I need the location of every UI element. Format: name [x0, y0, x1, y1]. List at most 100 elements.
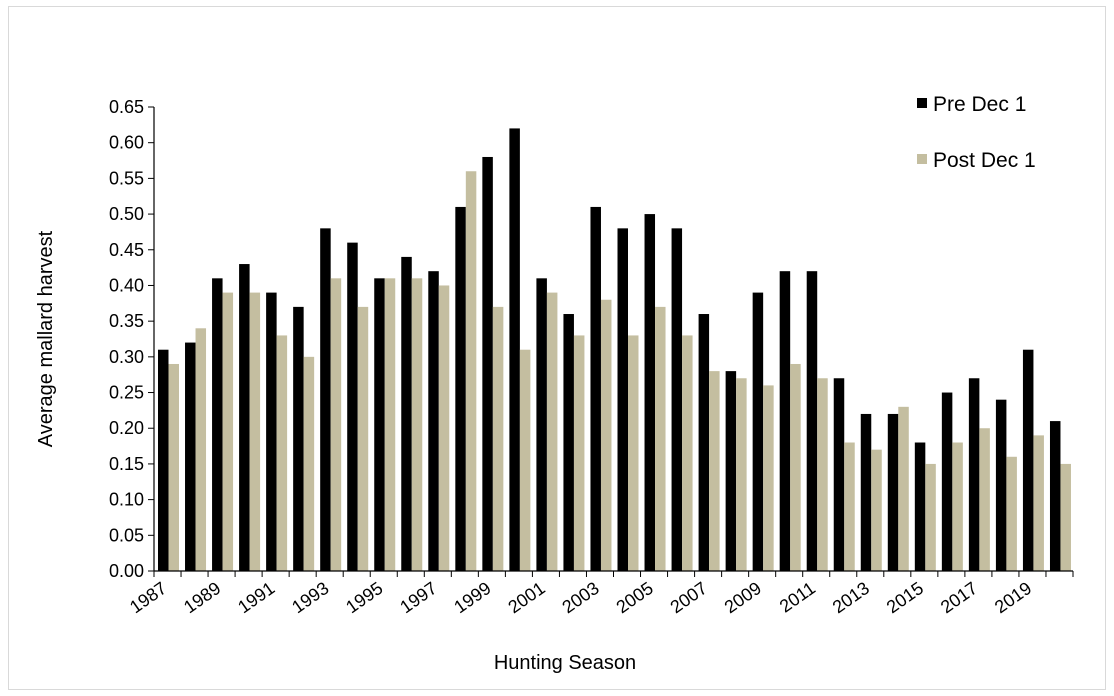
bar-post-1988	[195, 328, 207, 571]
bar-pre-2017	[968, 378, 980, 571]
bar-pre-2018	[995, 399, 1007, 571]
bar-pre-1996	[401, 256, 412, 571]
y-tick-label: 0.30	[109, 347, 144, 367]
x-tick-label: 2011	[776, 578, 819, 617]
y-tick-label: 0.65	[109, 97, 144, 117]
bar-pre-1993	[320, 228, 331, 571]
bar-post-1987	[168, 363, 179, 571]
bar-post-1995	[384, 278, 396, 571]
y-tick-label: 0.60	[109, 133, 144, 153]
y-tick-label: 0.00	[109, 561, 144, 581]
x-axis-title: Hunting Season	[494, 652, 636, 674]
bar-pre-1989	[212, 278, 223, 571]
bar-pre-2014	[887, 413, 899, 571]
bar-pre-1999	[482, 156, 493, 571]
x-tick-label: 2015	[883, 578, 927, 617]
y-tick-label: 0.20	[109, 418, 144, 438]
bar-post-2004	[628, 335, 639, 571]
x-tick-label: 2017	[937, 578, 981, 617]
bar-pre-2019	[1022, 349, 1034, 571]
y-tick-label: 0.25	[109, 383, 144, 403]
bar-post-1991	[276, 335, 288, 571]
x-tick-label: 2013	[829, 578, 873, 617]
bar-post-2003	[600, 299, 612, 571]
y-tick-label: 0.50	[109, 204, 144, 224]
bar-pre-2009	[752, 292, 764, 571]
bar-post-1994	[357, 306, 369, 571]
bar-pre-1990	[239, 264, 250, 571]
bar-pre-2007	[698, 314, 710, 571]
bar-pre-1988	[185, 342, 196, 571]
bars-layer	[158, 128, 1071, 572]
bar-post-2018	[1006, 456, 1017, 571]
bar-pre-2004	[617, 228, 628, 571]
bar-post-2017	[979, 428, 990, 571]
x-tick-label: 1995	[342, 578, 386, 617]
y-tick-label: 0.10	[109, 490, 144, 510]
bar-pre-1992	[293, 306, 304, 571]
bar-pre-2012	[833, 378, 845, 571]
x-tick-label: 2009	[721, 578, 765, 617]
x-tick-label: 1987	[126, 578, 170, 617]
legend-label-pre-dec-1: Pre Dec 1	[933, 93, 1026, 116]
legend: Pre Dec 1 Post Dec 1	[917, 93, 1036, 172]
bar-pre-2010	[779, 271, 791, 571]
bar-pre-2006	[671, 228, 683, 571]
bar-pre-2020	[1049, 421, 1061, 571]
x-tick-label: 1989	[180, 578, 224, 617]
bar-post-2000	[519, 349, 531, 571]
bar-post-2005	[655, 306, 666, 571]
bar-post-2008	[736, 378, 747, 571]
bar-post-1996	[411, 278, 423, 571]
bar-pre-2011	[806, 271, 818, 571]
bar-post-2016	[952, 442, 963, 571]
bar-post-1992	[303, 356, 315, 571]
y-tick-label: 0.05	[109, 525, 144, 545]
bar-pre-1987	[158, 349, 169, 571]
x-tick-label: 2001	[504, 578, 548, 617]
bar-pre-2015	[914, 442, 926, 571]
x-tick-label: 1993	[288, 578, 332, 617]
bar-post-2014	[898, 406, 909, 571]
bar-pre-2000	[509, 128, 520, 572]
legend-swatch-pre-dec-1	[917, 98, 927, 108]
bar-pre-2001	[536, 278, 547, 571]
bar-pre-2008	[725, 371, 737, 571]
x-tick-label: 1997	[396, 578, 440, 617]
bar-post-2001	[546, 292, 558, 571]
bar-post-1990	[249, 292, 261, 571]
bar-post-1989	[222, 292, 234, 571]
y-tick-label: 0.55	[109, 168, 144, 188]
bar-post-2019	[1033, 435, 1044, 571]
bar-pre-1997	[428, 271, 439, 571]
bar-pre-1998	[455, 206, 466, 571]
bar-post-2020	[1060, 463, 1071, 571]
bar-post-1999	[492, 306, 504, 571]
bar-pre-1994	[347, 242, 358, 571]
y-axis-title: Average mallard harvest	[35, 230, 57, 447]
bar-pre-1995	[374, 278, 385, 571]
y-tick-label: 0.35	[109, 311, 144, 331]
bar-post-2009	[763, 385, 774, 571]
bar-pre-2016	[941, 392, 953, 571]
x-tick-label: 2019	[991, 578, 1035, 617]
bar-post-2007	[709, 371, 720, 571]
y-tick-label: 0.45	[109, 240, 144, 260]
y-tick-label: 0.15	[109, 454, 144, 474]
x-tick-label: 1999	[450, 578, 494, 617]
bar-post-2012	[844, 442, 855, 571]
bar-post-2015	[925, 463, 936, 571]
x-tick-label: 2003	[558, 578, 602, 617]
y-tick-label: 0.40	[109, 275, 144, 295]
bar-pre-2005	[644, 214, 656, 571]
x-tick-label: 1991	[234, 578, 278, 617]
bar-post-2010	[790, 363, 801, 571]
bar-pre-1991	[266, 292, 277, 571]
x-tick-label: 2005	[613, 578, 657, 617]
bar-post-2006	[682, 335, 693, 571]
bar-post-1998	[465, 171, 477, 571]
bar-post-2002	[573, 335, 585, 571]
legend-swatch-post-dec-1	[917, 154, 927, 164]
legend-label-post-dec-1: Post Dec 1	[933, 149, 1036, 172]
x-tick-label: 2007	[667, 578, 711, 617]
